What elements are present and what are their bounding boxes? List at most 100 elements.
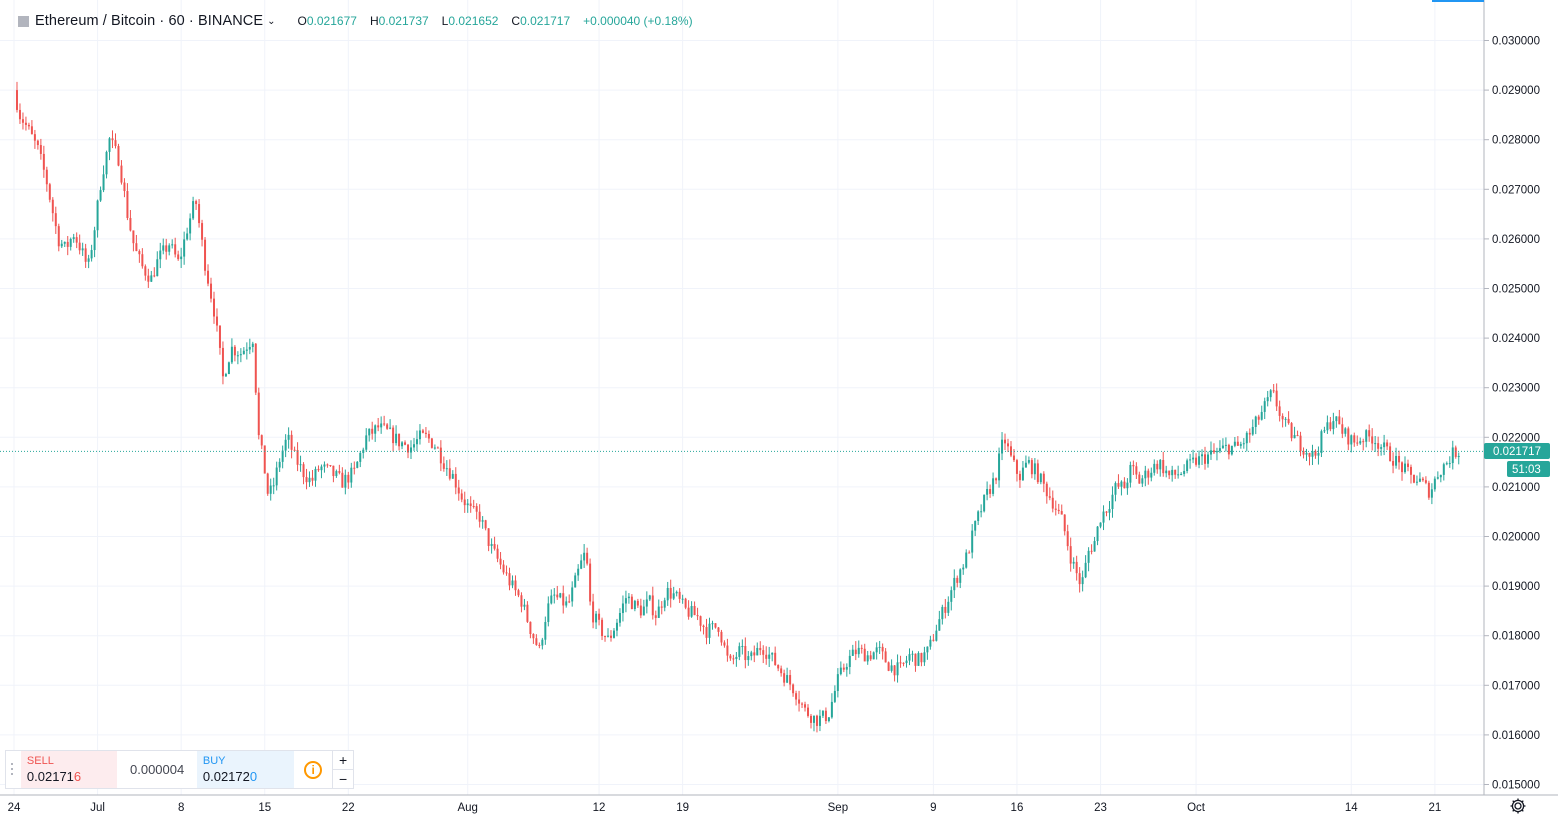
candle — [977, 510, 980, 526]
candle — [260, 434, 263, 450]
candle — [1439, 474, 1442, 483]
candle — [974, 520, 977, 537]
candle — [1395, 447, 1398, 469]
candle — [565, 596, 568, 608]
candle — [141, 248, 144, 269]
candle-body — [1454, 447, 1457, 457]
candle-body — [962, 567, 965, 570]
decrease-button[interactable]: − — [338, 771, 348, 787]
increase-button[interactable]: + — [333, 751, 353, 770]
candle-body — [654, 615, 657, 618]
candle-body — [1209, 450, 1212, 455]
candle — [714, 623, 717, 629]
sell-button[interactable]: SELL 0.021716 — [20, 751, 118, 788]
candle-body — [1117, 483, 1120, 487]
symbol-title[interactable]: Ethereum / Bitcoin · 60 · BINANCE — [35, 13, 264, 29]
candle — [368, 428, 371, 442]
candle-body — [1033, 463, 1036, 475]
candle-body — [51, 199, 54, 214]
candle — [1362, 438, 1365, 451]
gear-icon[interactable] — [1509, 797, 1527, 815]
candle-body — [1401, 462, 1404, 473]
candle-body — [1060, 511, 1063, 515]
candle-body — [1233, 441, 1236, 446]
candle-body — [1302, 450, 1305, 455]
candle — [672, 586, 675, 601]
candle-body — [1383, 442, 1386, 448]
candle-body — [535, 638, 538, 645]
candle — [329, 465, 332, 467]
candle-body — [30, 126, 33, 135]
candle-body — [633, 600, 636, 610]
candle — [508, 567, 511, 591]
candle — [1392, 452, 1395, 474]
candle-body — [1001, 439, 1004, 454]
quantity-stepper[interactable]: + − — [332, 751, 353, 788]
candle-body — [1063, 514, 1066, 532]
candle-body — [499, 558, 502, 565]
candle — [1045, 481, 1048, 504]
info-button[interactable]: i — [294, 751, 332, 788]
candle-body — [439, 447, 442, 464]
y-tick-label: 0.020000 — [1492, 532, 1540, 544]
time-axis: 24 Jul 8 15 22 Aug 12 19 Sep 9 16 23 Oct 14 21 — [0, 794, 1558, 814]
candle-body — [1156, 463, 1159, 470]
y-tick-label: 0.021000 — [1492, 482, 1540, 494]
candle-body — [374, 425, 377, 434]
candle-body — [660, 606, 663, 608]
candle-body — [1314, 451, 1317, 456]
candle-body — [1111, 494, 1114, 510]
chevron-down-icon[interactable]: ⌄ — [267, 15, 276, 27]
candle-body — [236, 355, 239, 357]
candle-body — [1317, 453, 1320, 456]
candle-body — [666, 587, 669, 601]
candle-body — [129, 217, 132, 231]
candle-body — [995, 478, 998, 481]
candle — [989, 484, 992, 498]
candle — [1207, 451, 1209, 468]
candle — [532, 633, 535, 644]
candle-body — [744, 646, 747, 661]
candle-body — [1329, 422, 1332, 430]
candle-body — [911, 653, 914, 655]
candle-body — [1027, 460, 1030, 463]
candle — [702, 624, 705, 635]
candle-body — [1323, 430, 1326, 432]
candle-body — [201, 223, 204, 240]
candle-body — [204, 239, 207, 271]
buy-label: BUY — [202, 755, 226, 767]
drag-handle-icon[interactable] — [6, 751, 21, 788]
candle — [1380, 444, 1383, 456]
candle-body — [293, 449, 296, 451]
candle-body — [1287, 418, 1290, 424]
buy-button[interactable]: BUY 0.021720 — [196, 751, 295, 788]
candle — [1141, 475, 1144, 488]
candle-body — [1212, 450, 1215, 453]
candle-body — [487, 528, 490, 546]
candle-body — [1042, 473, 1045, 484]
candle — [350, 462, 353, 488]
candle-body — [914, 653, 917, 666]
candle-body — [714, 623, 717, 628]
y-tick-label: 0.026000 — [1492, 234, 1540, 246]
candle — [517, 588, 520, 598]
candle — [890, 659, 893, 673]
candle-body — [977, 511, 980, 521]
candle — [795, 690, 798, 706]
candle-body — [693, 606, 696, 616]
candle — [1374, 435, 1377, 452]
candle — [1445, 461, 1448, 466]
candle-body — [845, 666, 848, 670]
candle-body — [881, 646, 884, 652]
candle — [105, 150, 108, 179]
candle-body — [314, 468, 317, 481]
candle — [1448, 456, 1451, 468]
candle — [54, 206, 57, 234]
candle-body — [601, 619, 604, 637]
candle-body — [415, 439, 418, 445]
candle-body — [508, 573, 511, 586]
candle — [1335, 416, 1338, 428]
candle-body — [395, 433, 398, 444]
candle — [326, 463, 329, 468]
